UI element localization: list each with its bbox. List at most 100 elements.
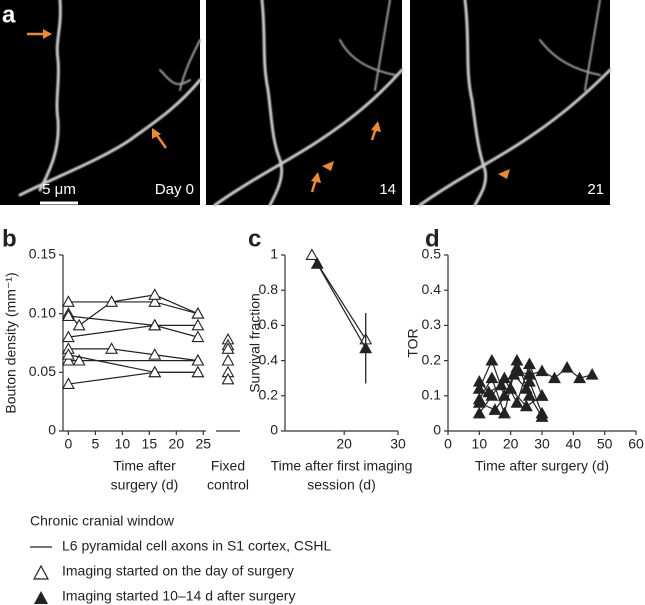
x-axis-label: session (d) <box>307 477 375 493</box>
marker <box>497 406 511 419</box>
marker <box>61 377 75 390</box>
marker <box>560 361 574 373</box>
marker <box>72 353 86 366</box>
marker <box>105 295 119 307</box>
marker <box>519 399 533 412</box>
y-tick-label: 0.3 <box>422 316 442 332</box>
micrograph: 21 <box>410 0 612 207</box>
marker <box>61 330 75 343</box>
marker <box>510 396 524 408</box>
x-axis-label: control <box>207 477 249 493</box>
marker <box>485 353 499 366</box>
y-tick-label: 0.2 <box>422 351 442 367</box>
x-tick-label: 30 <box>390 436 406 452</box>
marker <box>191 353 205 366</box>
panel-letter: b <box>2 225 17 252</box>
marker <box>310 257 324 269</box>
legend: Chronic cranial window L6 pyramidal cell… <box>30 513 331 604</box>
x-tick-label: 60 <box>628 436 644 452</box>
marker <box>488 403 502 415</box>
marker <box>485 371 499 384</box>
marker <box>472 406 486 419</box>
y-tick-label: 0.15 <box>29 246 56 262</box>
marker <box>191 307 205 319</box>
marker <box>482 385 496 398</box>
marker <box>61 348 75 360</box>
marker <box>359 341 373 354</box>
marker <box>148 348 162 360</box>
marker <box>148 288 162 300</box>
marker <box>305 248 319 260</box>
marker <box>148 318 162 331</box>
marker <box>472 375 486 387</box>
marker <box>507 368 521 380</box>
marker <box>585 368 599 380</box>
series-line <box>68 371 198 385</box>
marker <box>523 368 536 380</box>
marker <box>148 365 162 378</box>
panel-letter: d <box>425 225 440 252</box>
marker <box>519 382 533 394</box>
y-tick-label: 0 <box>433 422 441 438</box>
image-label: 14 <box>379 181 396 198</box>
marker <box>105 342 119 354</box>
scale-bar-label: 5 μm <box>42 181 76 198</box>
image-label: Day 0 <box>155 181 194 198</box>
marker <box>191 330 205 343</box>
marker <box>61 295 75 307</box>
x-axis-label: surgery (d) <box>111 477 179 493</box>
marker <box>510 353 524 366</box>
series-line <box>68 348 198 362</box>
marker <box>191 318 205 331</box>
marker <box>523 357 536 370</box>
x-tick-label: 10 <box>472 436 488 452</box>
marker <box>535 389 549 401</box>
x-tick-label: 10 <box>115 436 131 452</box>
x-tick-label: 0 <box>64 436 72 452</box>
x-axis-label: Time after <box>113 458 176 474</box>
marker <box>494 378 508 391</box>
marker <box>535 410 549 422</box>
micrograph: 14 <box>206 0 404 207</box>
image-label: 21 <box>587 181 604 198</box>
x-axis-label: Time after first imaging <box>271 458 413 474</box>
marker <box>148 295 162 307</box>
y-tick-label: 0.2 <box>259 387 279 403</box>
y-tick-label: 0.8 <box>259 281 279 297</box>
marker <box>221 372 235 385</box>
x-axis-label: Fixed <box>211 458 245 474</box>
x-tick-label: 0 <box>444 436 452 452</box>
x-tick-label: 25 <box>196 436 212 452</box>
marker <box>548 371 561 384</box>
legend-label: L6 pyramidal cell axons in S1 cortex, CS… <box>62 538 331 554</box>
y-tick-label: 0.10 <box>29 304 56 320</box>
panel-letter: a <box>2 1 16 28</box>
y-tick-label: 0.4 <box>422 281 442 297</box>
y-axis-label: Survival fraction <box>247 293 263 393</box>
marker <box>221 342 235 354</box>
marker <box>221 353 235 366</box>
y-tick-label: 0 <box>270 422 278 438</box>
series-line <box>68 301 199 315</box>
y-axis-label: Bouton density (mm⁻¹) <box>3 272 19 413</box>
legend-title: Chronic cranial window <box>30 513 175 529</box>
series-line <box>67 294 199 327</box>
x-tick-label: 15 <box>142 436 158 452</box>
micrograph: 5 μm Day 0 a <box>0 0 202 205</box>
y-tick-label: 0.4 <box>259 351 279 367</box>
marker <box>61 309 75 321</box>
y-axis-label: TOR <box>405 328 421 357</box>
legend-label: Imaging started 10–14 d after surgery <box>62 588 295 604</box>
y-tick-label: 0.1 <box>422 387 442 403</box>
y-tick-label: 1 <box>270 246 278 262</box>
legend-label: Imaging started on the day of surgery <box>62 563 294 579</box>
x-tick-label: 50 <box>597 436 613 452</box>
marker <box>191 365 205 378</box>
marker <box>472 396 486 408</box>
y-tick-label: 0.6 <box>259 316 279 332</box>
x-tick-label: 20 <box>503 436 519 452</box>
panel-letter: c <box>248 225 261 252</box>
marker <box>523 389 536 401</box>
x-tick-label: 40 <box>566 436 582 452</box>
